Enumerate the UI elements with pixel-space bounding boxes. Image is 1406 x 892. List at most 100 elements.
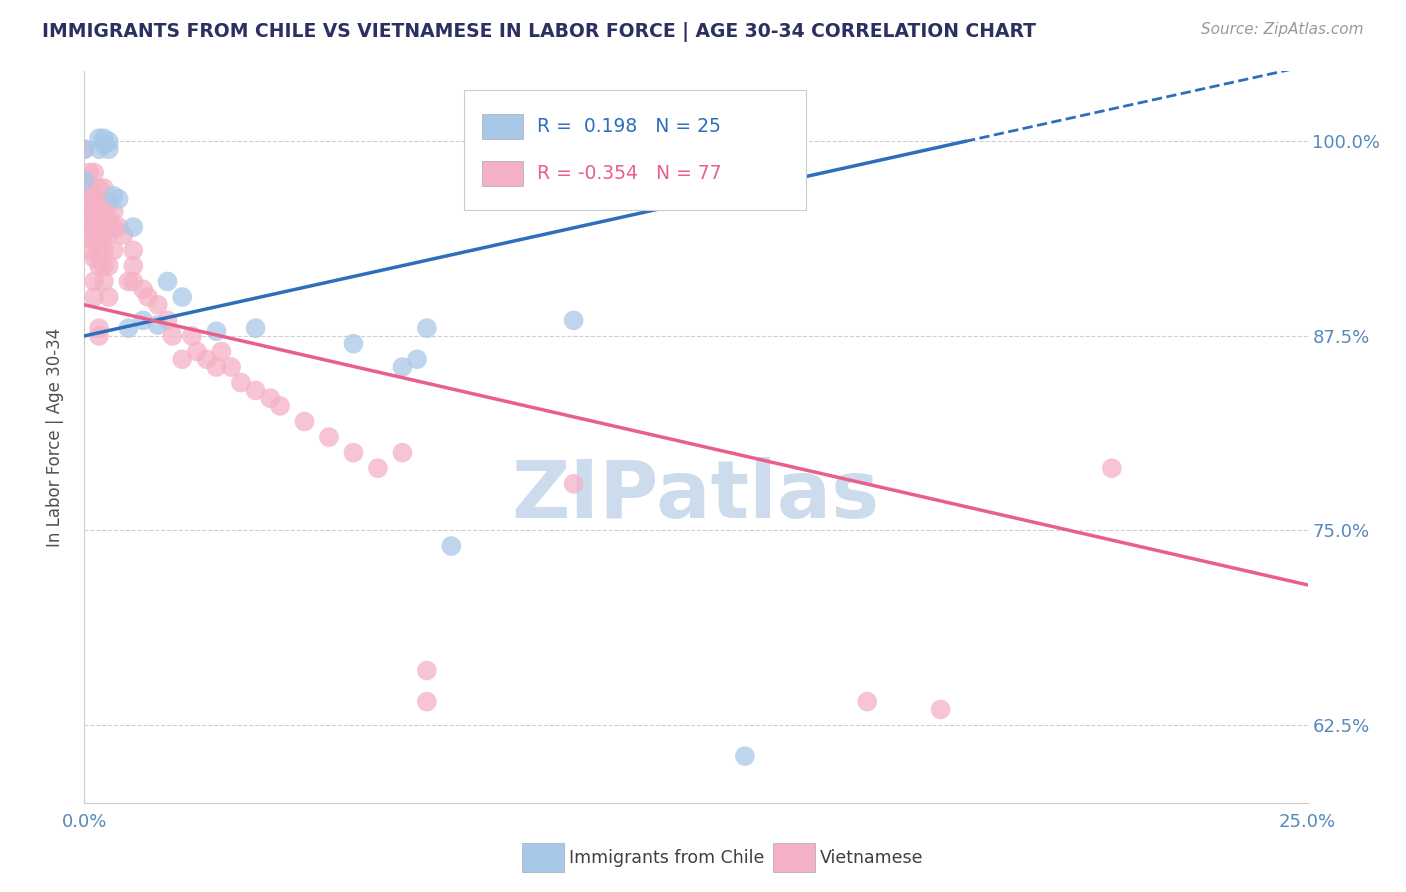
Point [97,142,120,156]
Text: Immigrants from Chile: Immigrants from Chile [569,848,763,867]
Text: R = -0.354   N = 77: R = -0.354 N = 77 [537,164,721,183]
Point [83,189,105,203]
FancyBboxPatch shape [773,843,814,872]
Point [97,212,120,227]
Point [83,251,105,265]
Point [77,219,100,234]
Point [77,244,100,258]
Point [93,227,115,242]
Text: Vietnamese: Vietnamese [820,848,922,867]
Point [73,189,96,203]
Point [83,165,105,179]
Point [77,204,100,219]
Point [77,165,100,179]
FancyBboxPatch shape [522,843,564,872]
Point [73,212,96,227]
Point [259,391,281,405]
Point [122,275,145,289]
Point [391,359,413,374]
Point [83,235,105,250]
Point [186,344,208,359]
FancyBboxPatch shape [464,90,806,211]
Point [416,695,439,709]
Point [156,275,179,289]
Point [77,227,100,242]
Point [181,329,204,343]
Point [136,290,159,304]
Point [87,259,110,273]
Point [391,445,413,459]
Point [172,290,194,304]
Point [562,313,585,327]
Point [929,702,952,716]
Point [73,142,96,156]
Point [734,749,756,764]
Point [406,352,429,367]
Point [83,219,105,234]
Point [294,415,316,429]
Point [562,476,585,491]
Point [103,189,125,203]
Point [83,275,105,289]
Point [87,131,110,145]
FancyBboxPatch shape [482,114,523,138]
Point [87,244,110,258]
Point [122,259,145,273]
Point [73,142,96,156]
Point [87,196,110,211]
Point [87,227,110,242]
Point [122,219,145,234]
Point [83,290,105,304]
Point [440,539,463,553]
Point [856,695,879,709]
Point [245,384,267,398]
Point [156,313,179,327]
Point [107,192,129,206]
Point [416,664,439,678]
Point [93,259,115,273]
Point [93,131,115,145]
Point [73,173,96,187]
Point [367,461,389,475]
Point [77,196,100,211]
Point [97,135,120,149]
Point [219,359,242,374]
Point [205,324,228,338]
Point [342,336,364,351]
Point [107,219,129,234]
Text: Source: ZipAtlas.com: Source: ZipAtlas.com [1201,22,1364,37]
Point [122,244,145,258]
Point [93,244,115,258]
Point [87,329,110,343]
Point [146,298,169,312]
Point [318,430,340,444]
Point [97,290,120,304]
Point [87,321,110,335]
Point [342,445,364,459]
Point [1101,461,1123,475]
Point [146,318,169,332]
Point [77,181,100,195]
Point [87,212,110,227]
Point [73,173,96,187]
Point [195,352,218,367]
Point [87,181,110,195]
Point [205,359,228,374]
Point [117,321,139,335]
Point [93,137,115,152]
Point [162,329,184,343]
Point [83,204,105,219]
Point [245,321,267,335]
Point [416,321,439,335]
Point [112,227,135,242]
Point [87,142,110,156]
Point [229,376,252,390]
Point [93,181,115,195]
Point [93,196,115,211]
Point [103,204,125,219]
Point [132,313,155,327]
Point [103,219,125,234]
Y-axis label: In Labor Force | Age 30-34: In Labor Force | Age 30-34 [45,327,63,547]
Point [269,399,291,413]
Text: ZIPatlas: ZIPatlas [512,457,880,534]
